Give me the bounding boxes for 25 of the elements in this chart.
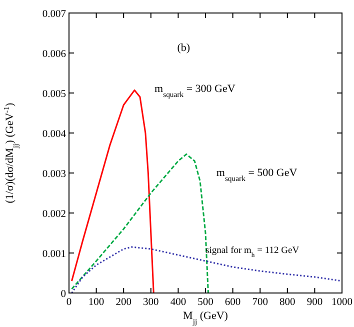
- y-tick-label: 0.002: [42, 209, 66, 220]
- series-label: m$_{squark}$ = 300 GeV: [154, 83, 236, 99]
- y-tick-label: 0.003: [42, 169, 66, 180]
- line-series: [70, 89, 154, 294]
- x-tick-label: 600: [224, 297, 241, 308]
- x-tick-label: 1000: [332, 297, 352, 308]
- y-tick-label: 0.005: [42, 89, 66, 100]
- line-series: [70, 246, 343, 294]
- annotation: (b): [177, 42, 190, 54]
- y-tick-label: 0.004: [42, 129, 67, 140]
- y-tick-label: 0.006: [42, 49, 66, 60]
- y-tick-label: 0: [60, 289, 66, 300]
- series-label: m$_{squark}$ = 500 GeV: [216, 167, 298, 183]
- y-tick-label: 0.001: [42, 249, 66, 260]
- x-tick-label: 400: [170, 297, 186, 308]
- series-label: signal for m$_{h}$ = 112 GeV: [206, 246, 300, 258]
- x-tick-label: 300: [143, 297, 159, 308]
- x-tick-label: 100: [88, 297, 104, 308]
- x-tick-label: 700: [252, 297, 268, 308]
- x-axis-title: M$_{jj}$ (GeV): [183, 310, 228, 326]
- x-tick-label: 900: [306, 297, 323, 308]
- x-tick-label: 500: [198, 297, 214, 308]
- x-tick-label: 200: [116, 297, 132, 308]
- y-tick-label: 0.007: [42, 9, 66, 20]
- x-tick-label: 800: [280, 297, 296, 308]
